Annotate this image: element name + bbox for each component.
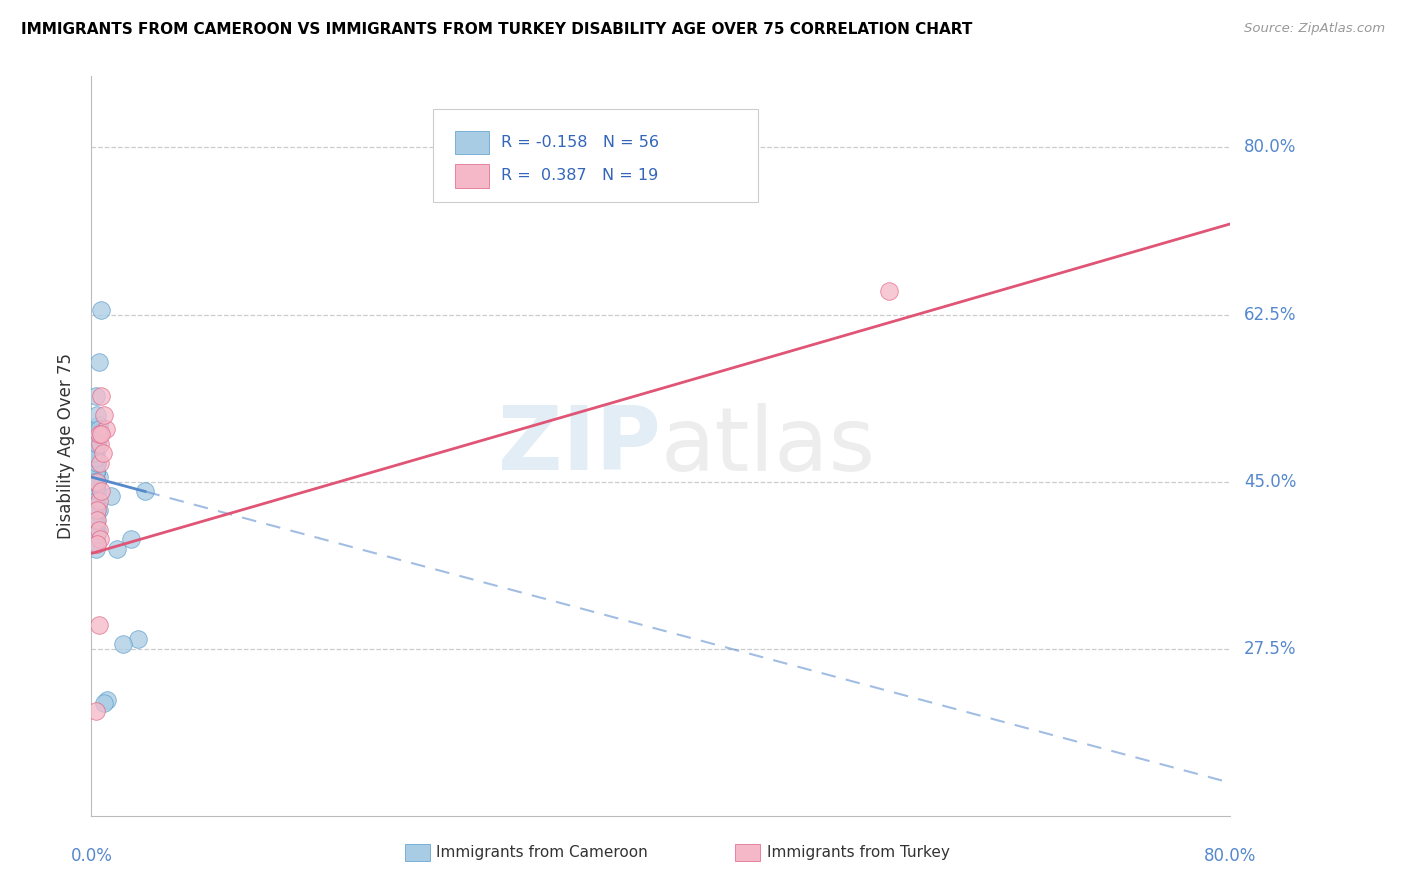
Point [86,456,108,470]
Point [84,484,107,499]
Point [86,537,108,551]
Point [83,460,105,475]
Point [83,475,105,489]
Text: 80.0%: 80.0% [1244,138,1296,156]
Point [84,465,107,479]
FancyBboxPatch shape [405,845,430,861]
Text: 80.0%: 80.0% [1204,847,1257,864]
Point [86,436,108,450]
Point [84,517,107,532]
Point [83,537,105,551]
Point [86,475,108,489]
Point [91,446,114,460]
Point [86,408,108,422]
Point [86,436,108,450]
Text: IMMIGRANTS FROM CAMEROON VS IMMIGRANTS FROM TURKEY DISABILITY AGE OVER 75 CORREL: IMMIGRANTS FROM CAMEROON VS IMMIGRANTS F… [21,22,973,37]
Point [84,494,107,508]
Point [100,489,122,503]
Point [120,532,142,546]
Point [127,632,149,647]
Point [86,475,108,489]
Point [84,465,107,479]
Point [86,513,108,527]
Point [87,417,110,432]
Point [105,541,128,556]
Point [877,284,900,298]
Text: ZIP: ZIP [498,402,661,490]
Point [84,513,107,527]
Text: 45.0%: 45.0% [1244,473,1296,491]
Point [87,523,110,537]
Point [84,446,107,460]
Point [84,513,107,527]
Text: 62.5%: 62.5% [1244,306,1296,324]
Point [84,465,107,479]
FancyBboxPatch shape [454,164,489,187]
Point [86,456,108,470]
Point [84,456,107,470]
Point [84,508,107,523]
Point [84,450,107,465]
Point [83,475,105,489]
Text: Immigrants from Turkey: Immigrants from Turkey [766,845,949,860]
Point [84,475,107,489]
FancyBboxPatch shape [454,130,489,154]
Point [87,427,110,442]
Point [83,494,105,508]
Point [84,389,107,403]
Point [87,503,110,517]
Text: Source: ZipAtlas.com: Source: ZipAtlas.com [1244,22,1385,36]
Point [84,704,107,718]
Point [90,302,112,317]
Point [90,484,112,499]
FancyBboxPatch shape [433,109,758,202]
Text: R =  0.387   N = 19: R = 0.387 N = 19 [502,169,658,183]
Point [86,484,108,499]
Point [90,389,112,403]
Point [86,523,108,537]
Point [84,541,107,556]
Point [86,527,108,541]
Text: 27.5%: 27.5% [1244,640,1296,658]
Point [83,427,105,442]
Point [87,618,110,632]
Point [84,494,107,508]
Point [83,446,105,460]
Point [86,503,108,517]
Point [84,494,107,508]
Point [89,532,111,546]
Point [84,532,107,546]
Point [89,436,111,450]
Text: R = -0.158   N = 56: R = -0.158 N = 56 [502,135,659,150]
Text: 0.0%: 0.0% [70,847,112,864]
Point [111,637,134,651]
Point [84,499,107,513]
Point [84,480,107,494]
Point [134,484,156,499]
Point [87,355,110,369]
Point [90,427,112,442]
Y-axis label: Disability Age Over 75: Disability Age Over 75 [56,353,75,539]
Point [93,408,115,422]
Point [86,484,108,499]
Point [84,527,107,541]
Text: atlas: atlas [661,402,876,490]
Point [83,503,105,517]
Point [89,456,111,470]
Point [87,494,110,508]
Point [87,470,110,484]
Point [83,508,105,523]
Point [93,697,115,711]
Point [84,465,107,479]
Point [94,422,117,436]
Point [86,503,108,517]
Point [87,422,110,436]
Point [96,692,118,706]
Text: Immigrants from Cameroon: Immigrants from Cameroon [436,845,648,860]
FancyBboxPatch shape [735,845,759,861]
